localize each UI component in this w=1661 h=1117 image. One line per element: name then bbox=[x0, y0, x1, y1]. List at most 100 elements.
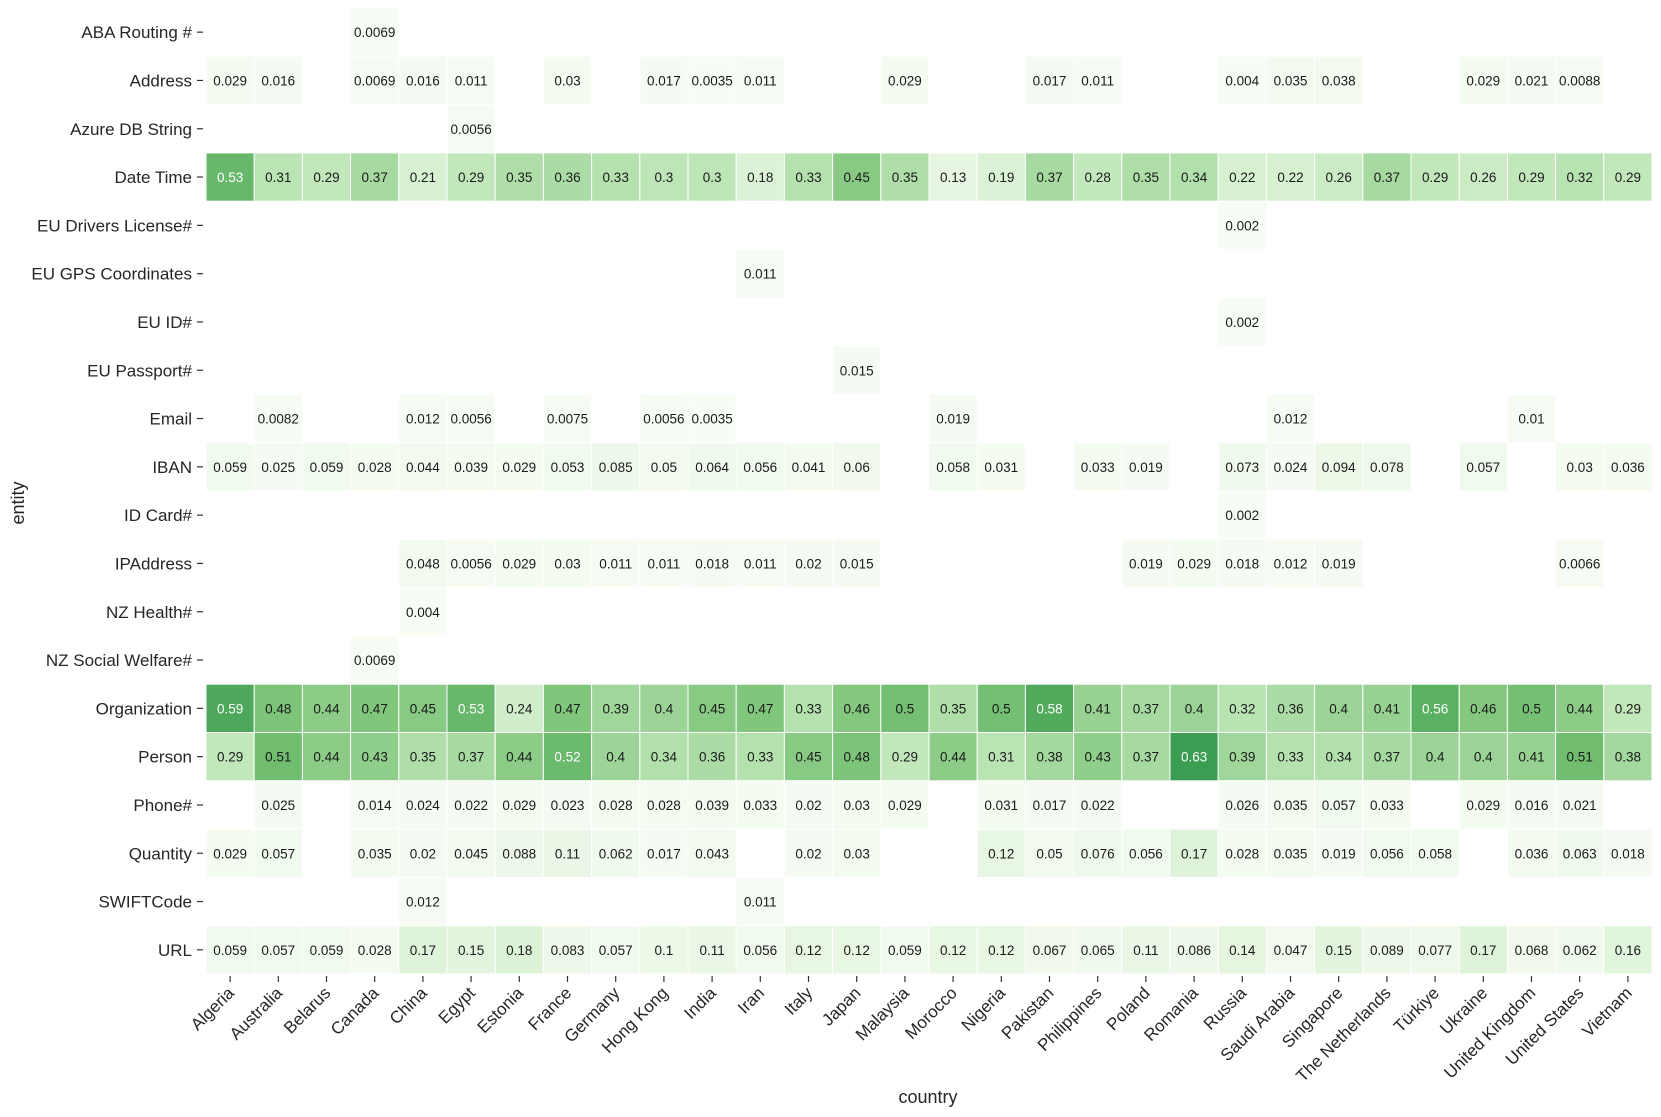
heatmap-cell bbox=[1555, 925, 1605, 975]
heatmap-cell bbox=[1555, 538, 1605, 589]
y-tick-label: ID Card# bbox=[124, 506, 193, 525]
heatmap-cell bbox=[205, 442, 255, 492]
heatmap-cell bbox=[1458, 55, 1508, 106]
cell-value-label: 0.41 bbox=[1374, 701, 1400, 716]
heatmap-cell bbox=[639, 732, 689, 782]
heatmap-cell bbox=[1362, 683, 1412, 734]
heatmap-cell bbox=[398, 442, 448, 492]
cell-value-label: 0.29 bbox=[458, 170, 484, 185]
cell-value-label: 0.46 bbox=[844, 701, 870, 716]
cell-value-label: 0.077 bbox=[1418, 943, 1452, 958]
heatmap-cell bbox=[639, 925, 689, 975]
cell-value-label: 0.4 bbox=[606, 750, 625, 765]
y-tick-label: IPAddress bbox=[115, 554, 192, 573]
heatmap-cell bbox=[1265, 925, 1316, 975]
heatmap-cell bbox=[1073, 828, 1123, 878]
heatmap-cell bbox=[1121, 683, 1171, 734]
heatmap-cell bbox=[1362, 828, 1412, 878]
heatmap-cell bbox=[398, 152, 448, 202]
heatmap-cell bbox=[735, 538, 785, 589]
heatmap-cell bbox=[928, 152, 978, 202]
cell-value-label: 0.019 bbox=[1322, 556, 1356, 571]
cell-value-label: 0.029 bbox=[1466, 798, 1500, 813]
cell-value-label: 0.22 bbox=[1229, 170, 1255, 185]
cell-value-label: 0.0035 bbox=[691, 412, 732, 427]
heatmap-cell bbox=[1314, 732, 1364, 782]
cell-value-label: 0.29 bbox=[892, 750, 918, 765]
heatmap-cell bbox=[1314, 442, 1364, 492]
heatmap-cell bbox=[1603, 152, 1653, 202]
cell-value-label: 0.02 bbox=[410, 846, 436, 861]
y-tick-label: Phone# bbox=[133, 796, 192, 815]
cell-value-label: 0.16 bbox=[1615, 943, 1641, 958]
heatmap-cell bbox=[398, 828, 448, 878]
cell-value-label: 0.34 bbox=[651, 750, 678, 765]
heatmap-cell bbox=[1603, 732, 1653, 782]
cell-value-label: 0.078 bbox=[1370, 460, 1404, 475]
y-tick-label: EU Passport# bbox=[87, 361, 192, 380]
cell-value-label: 0.059 bbox=[213, 460, 247, 475]
cell-value-label: 0.29 bbox=[313, 170, 339, 185]
cell-value-label: 0.29 bbox=[1518, 170, 1544, 185]
cell-value-label: 0.036 bbox=[1611, 460, 1645, 475]
heatmap-cell bbox=[398, 683, 448, 734]
cell-value-label: 0.012 bbox=[1274, 412, 1308, 427]
cell-value-label: 0.0069 bbox=[354, 73, 395, 88]
cell-value-label: 0.45 bbox=[699, 701, 725, 716]
cell-value-label: 0.43 bbox=[362, 750, 388, 765]
heatmap-cell bbox=[494, 152, 544, 202]
heatmap-cell bbox=[1555, 442, 1605, 492]
cell-value-label: 0.32 bbox=[1229, 701, 1255, 716]
cell-value-label: 0.45 bbox=[795, 750, 821, 765]
heatmap-cell bbox=[591, 538, 641, 589]
y-tick-label: Person bbox=[138, 748, 192, 767]
cell-value-label: 0.016 bbox=[261, 73, 295, 88]
cell-value-label: 0.1 bbox=[655, 943, 674, 958]
cell-value-label: 0.0035 bbox=[691, 73, 732, 88]
cell-value-label: 0.063 bbox=[1563, 846, 1597, 861]
cell-value-label: 0.4 bbox=[655, 701, 674, 716]
cell-value-label: 0.36 bbox=[1277, 701, 1303, 716]
cell-value-label: 0.29 bbox=[217, 750, 243, 765]
cell-value-label: 0.44 bbox=[1567, 701, 1594, 716]
x-tick-label: Australia bbox=[226, 983, 287, 1044]
cell-value-label: 0.31 bbox=[988, 750, 1014, 765]
cell-value-label: 0.44 bbox=[313, 701, 340, 716]
cell-value-label: 0.45 bbox=[410, 701, 436, 716]
cell-value-label: 0.028 bbox=[358, 460, 392, 475]
heatmap-cell bbox=[832, 828, 882, 878]
cell-value-label: 0.057 bbox=[261, 846, 295, 861]
cell-value-label: 0.4 bbox=[1426, 750, 1445, 765]
cell-value-label: 0.12 bbox=[795, 943, 821, 958]
x-tick-label: Türkiye bbox=[1390, 983, 1443, 1036]
y-tick-label: EU Drivers License# bbox=[37, 216, 192, 235]
heatmap-cell bbox=[446, 683, 496, 734]
cell-value-label: 0.33 bbox=[795, 701, 821, 716]
heatmap-cell bbox=[494, 538, 544, 589]
heatmap-cell bbox=[591, 732, 641, 782]
heatmap-cell bbox=[832, 442, 882, 492]
cell-value-label: 0.004 bbox=[406, 605, 440, 620]
cell-value-label: 0.12 bbox=[988, 846, 1014, 861]
cell-value-label: 0.02 bbox=[795, 798, 821, 813]
heatmap-cell bbox=[639, 828, 689, 878]
cell-value-label: 0.15 bbox=[458, 943, 484, 958]
heatmap-cell bbox=[687, 55, 737, 106]
cell-value-label: 0.14 bbox=[1229, 943, 1256, 958]
cell-value-label: 0.064 bbox=[695, 460, 729, 475]
cell-value-label: 0.029 bbox=[502, 460, 536, 475]
heatmap-cell bbox=[687, 925, 737, 975]
heatmap-cell bbox=[735, 925, 785, 975]
heatmap-cell bbox=[783, 732, 834, 782]
y-tick-label: NZ Health# bbox=[106, 603, 193, 622]
cell-value-label: 0.083 bbox=[551, 943, 585, 958]
cell-value-label: 0.48 bbox=[265, 701, 291, 716]
cell-value-label: 0.029 bbox=[888, 73, 922, 88]
cell-value-label: 0.029 bbox=[502, 798, 536, 813]
x-tick-label: Morocco bbox=[901, 983, 961, 1043]
heatmap-cell bbox=[1506, 925, 1557, 975]
x-tick-label: Egypt bbox=[435, 983, 479, 1027]
heatmap-cell bbox=[880, 683, 930, 734]
cell-value-label: 0.58 bbox=[1036, 701, 1062, 716]
